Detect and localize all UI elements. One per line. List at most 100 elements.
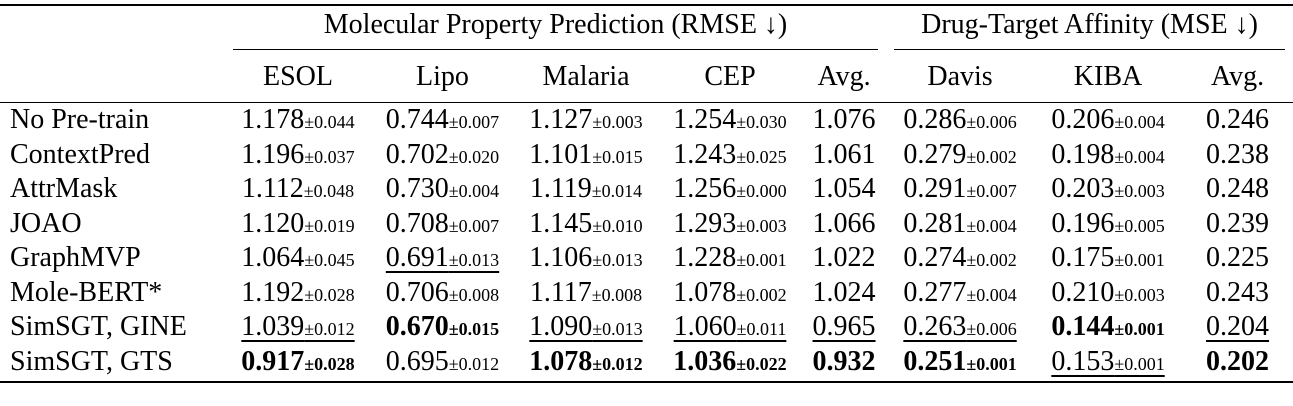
mean: 0.203 [1051, 173, 1115, 205]
cell-value: 0.263±0.006 [903, 311, 1016, 342]
column-header: KIBA [1034, 52, 1183, 103]
cell-value: 0.702±0.020 [386, 139, 499, 170]
std: ±0.001 [966, 353, 1017, 374]
mean: 1.024 [812, 276, 876, 308]
cell-value: 0.917±0.028 [241, 346, 354, 377]
cell: 0.198±0.004 [1034, 138, 1182, 173]
mean: 1.192 [241, 276, 305, 308]
mean: 0.917 [241, 345, 305, 377]
cell-value: 0.225 [1206, 242, 1269, 273]
method-name: AttrMask [10, 173, 118, 205]
mean: 0.279 [903, 138, 967, 170]
cell: 1.022 [802, 241, 886, 276]
std: ±0.003 [736, 215, 787, 236]
mean: 1.101 [529, 138, 593, 170]
cell: 0.144±0.001 [1034, 310, 1182, 345]
std: ±0.002 [966, 250, 1017, 271]
cell-value: 0.291±0.007 [903, 173, 1016, 204]
cell-value: 1.120±0.019 [241, 208, 354, 239]
mean: 1.022 [812, 242, 876, 274]
mean: 0.286 [903, 104, 967, 136]
group-header: Drug-Target Affinity (MSE ↓) [886, 4, 1293, 52]
mean: 0.153 [1051, 345, 1115, 377]
std: ±0.028 [304, 284, 355, 305]
column-header: Avg. [1182, 52, 1293, 103]
cell: 1.120±0.019 [225, 207, 371, 242]
mean: 0.263 [903, 311, 967, 343]
column-header: Avg. [802, 52, 887, 103]
mean: 1.112 [241, 173, 304, 205]
mean: 0.702 [385, 138, 449, 170]
std: ±0.004 [966, 215, 1017, 236]
cell-value: 1.101±0.015 [529, 139, 642, 170]
group-header: Molecular Property Prediction (RMSE ↓) [225, 4, 887, 52]
cell: 1.106±0.013 [514, 241, 658, 276]
mean: 0.198 [1051, 138, 1115, 170]
cell-value: 0.248 [1206, 173, 1269, 204]
cell: 0.246 [1182, 103, 1293, 138]
cell: 0.291±0.007 [886, 172, 1034, 207]
cell: 0.706±0.008 [371, 276, 514, 311]
cell: 1.064±0.045 [225, 241, 371, 276]
group-label: Drug-Target Affinity (MSE ↓) [894, 9, 1286, 50]
cell-value: 0.277±0.004 [903, 277, 1016, 308]
std: ±0.012 [304, 319, 355, 340]
cell-value: 1.119±0.014 [530, 173, 642, 204]
cell: 1.254±0.030 [658, 103, 802, 138]
std: ±0.025 [736, 146, 787, 167]
mean: 1.145 [529, 207, 593, 239]
std: ±0.037 [304, 146, 355, 167]
method-name: ContextPred [10, 138, 150, 170]
cell: 0.730±0.004 [371, 172, 514, 207]
cell: 0.917±0.028 [225, 344, 371, 383]
cell-value: 1.117±0.008 [530, 277, 642, 308]
cell-value: 0.210±0.003 [1051, 277, 1164, 308]
cell: 0.202 [1182, 344, 1293, 383]
cell-value: 0.730±0.004 [386, 173, 499, 204]
mean: 0.744 [385, 104, 449, 136]
cell: 1.061 [802, 138, 886, 173]
corner [0, 52, 225, 103]
std: ±0.013 [592, 250, 643, 271]
mean: 1.256 [673, 173, 737, 205]
cell-value: 0.144±0.001 [1051, 311, 1164, 342]
method-name: JOAO [10, 207, 82, 239]
mean: 0.691 [385, 242, 449, 274]
column-header: CEP [658, 52, 802, 103]
cell-value: 0.695±0.012 [386, 346, 499, 377]
mean: 0.248 [1206, 173, 1270, 205]
cell-value: 1.256±0.000 [673, 173, 786, 204]
row: AttrMask 1.112±0.048 0.730±0.004 1.119±0.01… [0, 172, 1293, 207]
cell-value: 0.246 [1206, 104, 1269, 135]
std: ±0.004 [1114, 146, 1165, 167]
mean: 0.246 [1206, 104, 1270, 136]
cell-value: 1.066 [813, 208, 876, 239]
row: No Pre-train 1.178±0.044 0.744±0.007 1.127±… [0, 103, 1293, 138]
cell-value: 1.036±0.022 [673, 346, 786, 377]
cell: 0.277±0.004 [886, 276, 1034, 311]
std: ±0.019 [304, 215, 355, 236]
cell-value: 0.153±0.001 [1051, 346, 1164, 377]
mean: 0.202 [1206, 345, 1270, 377]
cell: 1.112±0.048 [225, 172, 371, 207]
cell: 0.702±0.020 [371, 138, 514, 173]
mean: 1.178 [241, 104, 305, 136]
mean: 1.119 [529, 173, 592, 205]
row: Mole-BERT* 1.192±0.028 0.706±0.008 1.117±0.… [0, 276, 1293, 311]
mean: 0.291 [903, 173, 967, 205]
mean: 1.228 [673, 242, 737, 274]
std: ±0.002 [966, 146, 1017, 167]
cell: 1.119±0.014 [514, 172, 658, 207]
std: ±0.001 [1114, 353, 1165, 374]
cell: 1.066 [802, 207, 886, 242]
mean: 0.708 [385, 207, 449, 239]
cell: 1.078±0.012 [514, 344, 658, 383]
mean: 1.090 [529, 311, 593, 343]
std: ±0.006 [966, 112, 1017, 133]
mean: 0.239 [1206, 207, 1270, 239]
mean: 0.730 [385, 173, 449, 205]
mean: 1.060 [673, 311, 737, 343]
cell: 1.243±0.025 [658, 138, 802, 173]
cell: 0.248 [1182, 172, 1293, 207]
cell-value: 0.744±0.007 [386, 104, 499, 135]
